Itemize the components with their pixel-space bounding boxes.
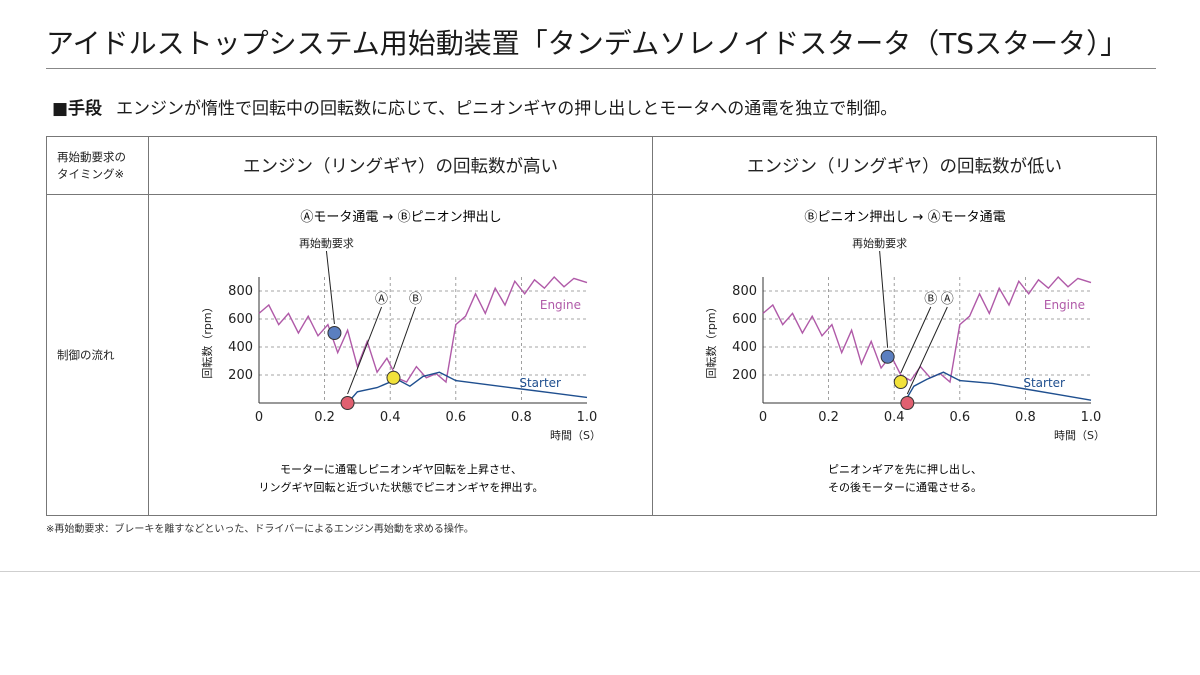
x-axis-label: 時間（S） [1054, 429, 1105, 442]
caption-line1: モーターに通電しピニオンギヤ回転を上昇させ、 [280, 463, 522, 476]
column-header-high: エンジン（リングギヤ）の回転数が高い [148, 136, 653, 195]
x-tick-label: 0.2 [818, 410, 839, 425]
event-marker [900, 396, 915, 410]
bottom-divider [0, 571, 1200, 572]
y-tick-label: 400 [228, 340, 253, 355]
x-tick-label: 1.0 [577, 410, 598, 425]
callout-arrow [906, 306, 948, 395]
caption-line2: その後モーターに通電させる。 [828, 480, 982, 494]
y-tick-label: 200 [228, 368, 253, 383]
row-header-timing: 再始動要求の タイミング※ [46, 136, 149, 195]
y-axis-label: 回転数（rpm） [705, 301, 718, 378]
title-divider [46, 68, 1156, 69]
starter-legend-label: Starter [1023, 376, 1065, 390]
marker-label: Ⓐ [375, 292, 388, 307]
callout-arrow [325, 250, 335, 325]
caption-line1: ピニオンギアを先に押し出し、 [828, 462, 982, 476]
x-tick-label: 0 [759, 410, 767, 425]
plot-area: 800 600 400 200 0 0.2 0.4 0.6 0.8 1.0 回転数（rpm） 時間（S… [705, 236, 1105, 442]
sequence-text: Ⓑピニオン押出し → Ⓐモータ通電 [804, 210, 1005, 225]
plot-area: 800 600 400 200 0 0.2 0.4 0.6 0.8 1.0 回転数（rpm） 時間（S… [201, 236, 601, 442]
y-tick-label: 600 [228, 312, 253, 327]
event-marker [880, 349, 895, 364]
x-tick-label: 0.6 [949, 410, 970, 425]
caption-line2: リングギヤ回転と近づいた状態でピニオンギヤを押出す。 [259, 480, 544, 494]
starter-line [347, 371, 588, 404]
y-tick-label: 600 [732, 312, 757, 327]
restart-request-label: 再始動要求 [852, 236, 907, 250]
y-tick-label: 200 [732, 368, 757, 383]
event-marker [340, 396, 355, 410]
event-marker [327, 326, 342, 340]
starter-legend-label: Starter [519, 376, 561, 390]
method-label: ■手段 [52, 99, 103, 119]
engine-line [762, 275, 1092, 384]
callout-arrow [879, 250, 889, 348]
x-tick-label: 0.2 [314, 410, 335, 425]
x-tick-label: 0.6 [445, 410, 466, 425]
starter-line [903, 371, 1092, 404]
page-title: アイドルストップシステム用始動装置「タンデムソレノイドスタータ（TSスタータ）」 [46, 27, 1129, 60]
row-header-timing-line2: タイミング※ [57, 166, 125, 181]
row-header-timing-line1: 再始動要求の [57, 149, 126, 164]
y-tick-label: 400 [732, 340, 757, 355]
x-tick-label: 0.8 [511, 410, 532, 425]
restart-request-label: 再始動要求 [299, 236, 354, 250]
callout-arrow [900, 306, 932, 374]
engine-legend-label: Engine [540, 298, 581, 312]
chart-low: Ⓑピニオン押出し → Ⓐモータ通電 800 600 400 200 0 0.2 0.4 0.6… [705, 210, 1105, 494]
comparison-table: 再始動要求の タイミング※ エンジン（リングギヤ）の回転数が高い エンジン（リン… [46, 136, 1157, 516]
marker-label: Ⓑ [409, 292, 422, 307]
panel-low: Ⓑピニオン押出し → Ⓐモータ通電 800 600 400 200 0 0.2 0.4 0.6… [652, 194, 1157, 516]
marker-label: Ⓑ [924, 292, 937, 307]
method-line: ■手段 エンジンが惰性で回転中の回転数に応じて、ピニオンギヤの押し出しとモータへの… [52, 94, 897, 119]
y-tick-label: 800 [732, 284, 757, 299]
callout-arrow [347, 306, 383, 395]
event-marker [386, 370, 401, 385]
x-tick-label: 0 [255, 410, 263, 425]
panel-high: Ⓐモータ通電 → Ⓑピニオン押出し 800 600 400 200 0 0.2 0.4 0.6… [148, 194, 653, 516]
event-marker [893, 375, 908, 389]
chart-high: Ⓐモータ通電 → Ⓑピニオン押出し 800 600 400 200 0 0.2 0.4 0.6… [201, 210, 601, 494]
column-header-low: エンジン（リングギヤ）の回転数が低い [652, 136, 1157, 195]
x-tick-label: 0.4 [884, 410, 905, 425]
x-tick-label: 0.8 [1015, 410, 1036, 425]
footnote: ※再始動要求：ブレーキを離すなどといった、ドライバーによるエンジン再始動を求める… [46, 524, 474, 535]
sequence-text: Ⓐモータ通電 → Ⓑピニオン押出し [300, 210, 501, 225]
callout-arrow [393, 306, 416, 369]
y-axis-label: 回転数（rpm） [201, 301, 214, 378]
x-tick-label: 0.4 [380, 410, 401, 425]
method-text: エンジンが惰性で回転中の回転数に応じて、ピニオンギヤの押し出しとモータへの通電を… [116, 99, 898, 119]
y-tick-label: 800 [228, 284, 253, 299]
row-header-flow: 制御の流れ [46, 194, 149, 516]
marker-label: Ⓐ [941, 292, 954, 307]
x-axis-label: 時間（S） [550, 429, 601, 442]
x-tick-label: 1.0 [1081, 410, 1102, 425]
engine-line [258, 275, 588, 384]
engine-legend-label: Engine [1044, 298, 1085, 312]
